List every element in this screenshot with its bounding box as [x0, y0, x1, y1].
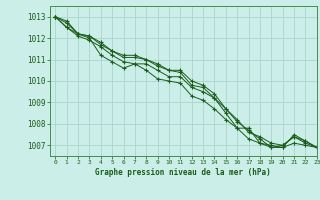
- X-axis label: Graphe pression niveau de la mer (hPa): Graphe pression niveau de la mer (hPa): [95, 168, 271, 177]
